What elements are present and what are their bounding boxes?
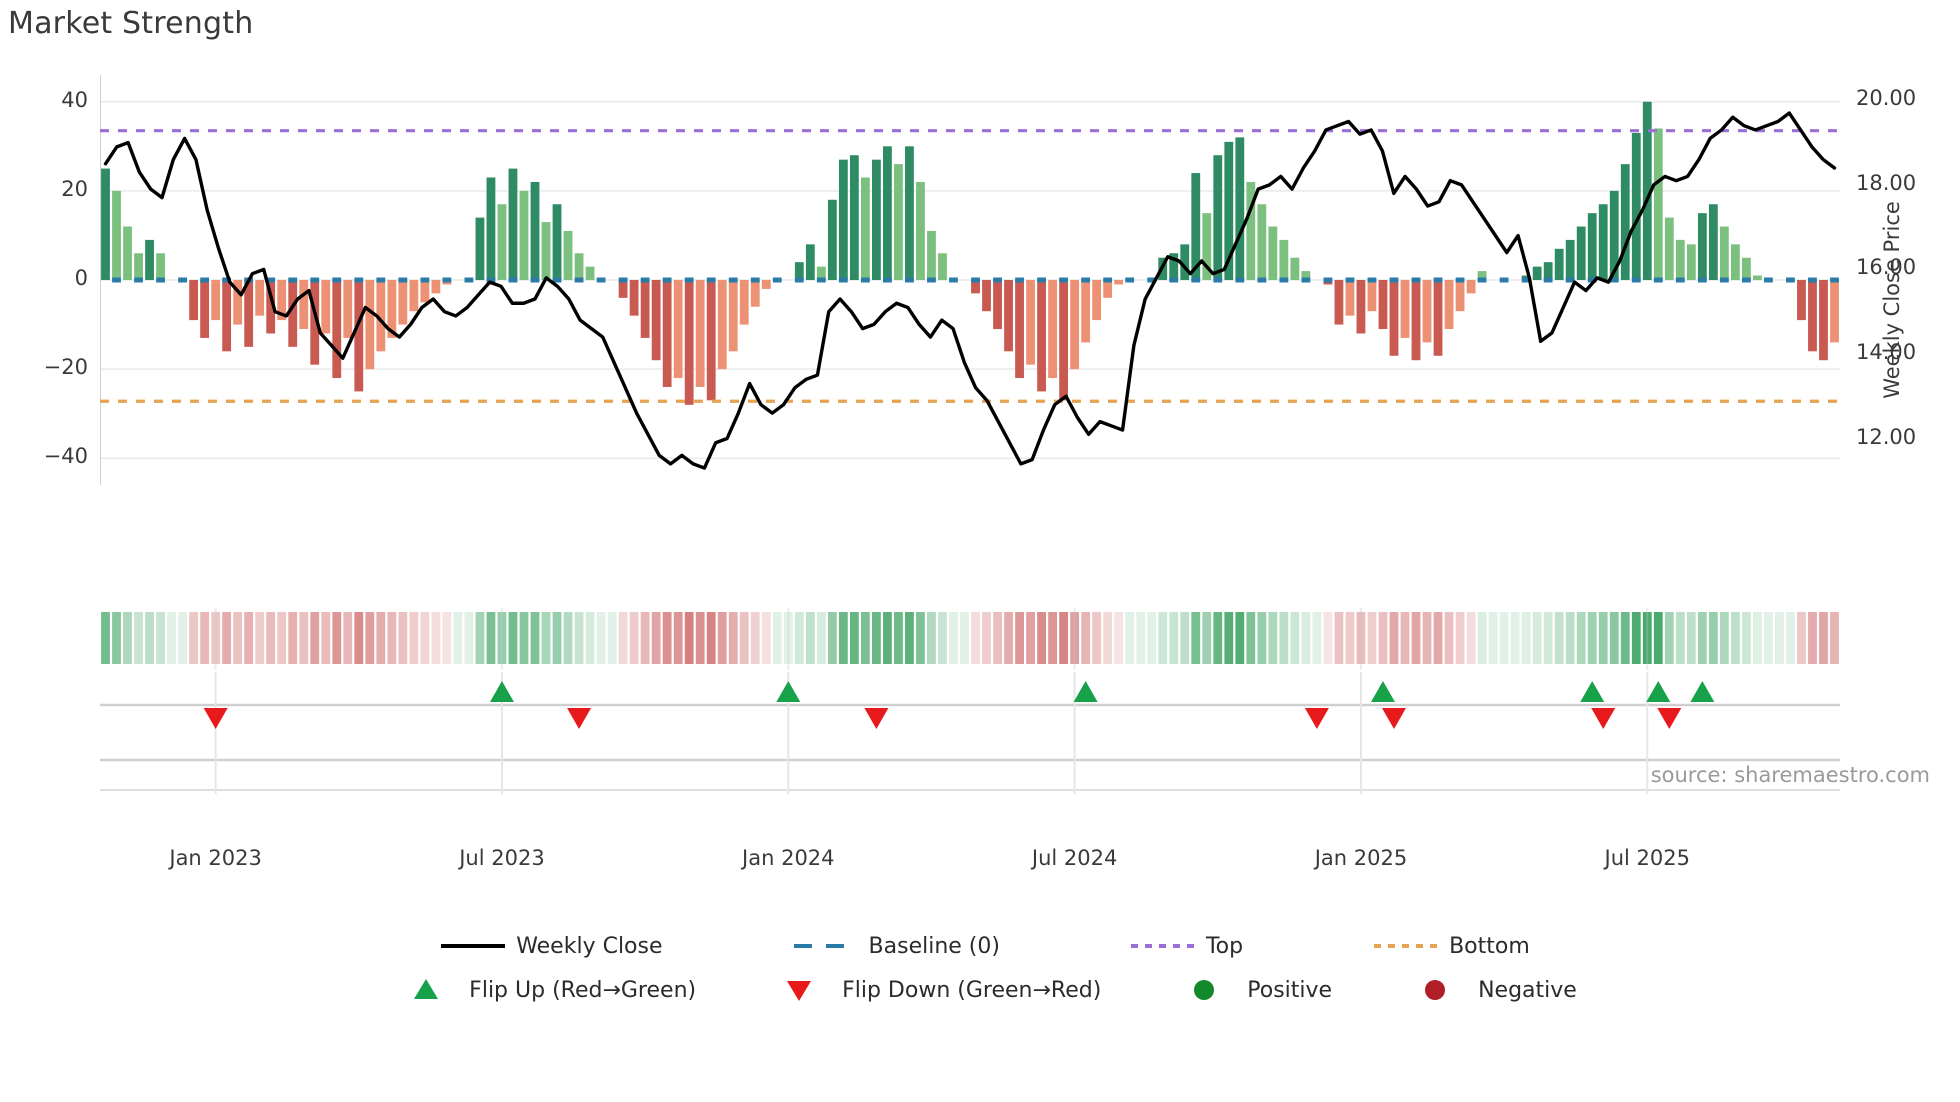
legend-item[interactable]: Flip Up (Red→Green) bbox=[383, 969, 696, 1011]
page-title: Market Strength bbox=[8, 6, 254, 41]
solid-line-icon bbox=[441, 944, 506, 948]
legend-key bbox=[430, 925, 516, 967]
dotted-line-icon bbox=[1374, 944, 1439, 948]
y-tick-left: 40 bbox=[61, 87, 88, 112]
chart-legend: Weekly Close Baseline (0) Top Bottom Flip U… bbox=[0, 925, 1960, 1025]
flip-marker-svg bbox=[100, 672, 1946, 732]
legend-key bbox=[756, 969, 842, 1011]
legend-label: Positive bbox=[1247, 977, 1333, 1003]
legend-key bbox=[1161, 969, 1247, 1011]
circle-icon bbox=[1425, 980, 1446, 1000]
bottom-axis-svg bbox=[100, 732, 1840, 794]
legend-item[interactable]: Positive bbox=[1161, 969, 1332, 1011]
y-tick-right: 14.00 bbox=[1856, 339, 1917, 364]
legend-key bbox=[783, 925, 869, 967]
y-tick-right: 12.00 bbox=[1856, 424, 1917, 449]
main-plot-area bbox=[100, 75, 1840, 485]
legend-label: Weekly Close bbox=[516, 933, 663, 959]
y-tick-left: 20 bbox=[61, 176, 88, 201]
dashed-line-icon bbox=[793, 944, 858, 948]
source-credit: source: sharemaestro.com bbox=[1650, 763, 1930, 787]
x-tick-label: Jan 2024 bbox=[742, 846, 835, 870]
legend-label: Baseline (0) bbox=[868, 933, 1000, 959]
legend-key bbox=[383, 969, 469, 1011]
legend-key bbox=[1392, 969, 1478, 1011]
triangle-up-icon bbox=[414, 979, 439, 999]
legend-item[interactable]: Bottom bbox=[1363, 925, 1530, 967]
legend-label: Flip Down (Green→Red) bbox=[842, 977, 1102, 1003]
legend-label: Flip Up (Red→Green) bbox=[469, 977, 697, 1003]
legend-item[interactable]: Baseline (0) bbox=[783, 925, 1000, 967]
bottom-axis-row bbox=[100, 732, 1840, 794]
x-tick-label: Jul 2023 bbox=[459, 846, 545, 870]
legend-label: Top bbox=[1205, 933, 1244, 959]
legend-item[interactable]: Flip Down (Green→Red) bbox=[756, 969, 1101, 1011]
x-tick-label: Jan 2023 bbox=[169, 846, 262, 870]
legend-row-1: Weekly Close Baseline (0) Top Bottom bbox=[0, 925, 1960, 967]
legend-item[interactable]: Weekly Close bbox=[430, 925, 663, 967]
triangle-down-icon bbox=[787, 981, 812, 1001]
legend-key bbox=[1363, 925, 1449, 967]
legend-item[interactable]: Top bbox=[1120, 925, 1243, 967]
x-tick-label: Jul 2024 bbox=[1031, 846, 1118, 870]
legend-item[interactable]: Negative bbox=[1392, 969, 1577, 1011]
y-tick-left: −20 bbox=[43, 355, 88, 380]
legend-key bbox=[1120, 925, 1206, 967]
heatmap-svg bbox=[101, 608, 1850, 670]
y-tick-right: 20.00 bbox=[1856, 86, 1917, 111]
market-strength-svg bbox=[100, 75, 1840, 485]
circle-icon bbox=[1194, 980, 1215, 1000]
legend-label: Negative bbox=[1478, 977, 1577, 1003]
legend-row-2: Flip Up (Red→Green) Flip Down (Green→Red)… bbox=[0, 969, 1960, 1011]
legend-label: Bottom bbox=[1449, 933, 1530, 959]
strength-heatmap-strip bbox=[100, 608, 1850, 670]
flip-marker-row bbox=[100, 672, 1946, 732]
x-tick-label: Jul 2025 bbox=[1604, 846, 1690, 870]
y-tick-left: −40 bbox=[43, 444, 88, 469]
x-tick-label: Jan 2025 bbox=[1314, 846, 1408, 870]
y-tick-right: 16.00 bbox=[1856, 255, 1917, 280]
y-tick-left: 0 bbox=[74, 266, 88, 290]
dotted-line-icon bbox=[1130, 944, 1195, 948]
y-tick-right: 18.00 bbox=[1856, 170, 1917, 195]
